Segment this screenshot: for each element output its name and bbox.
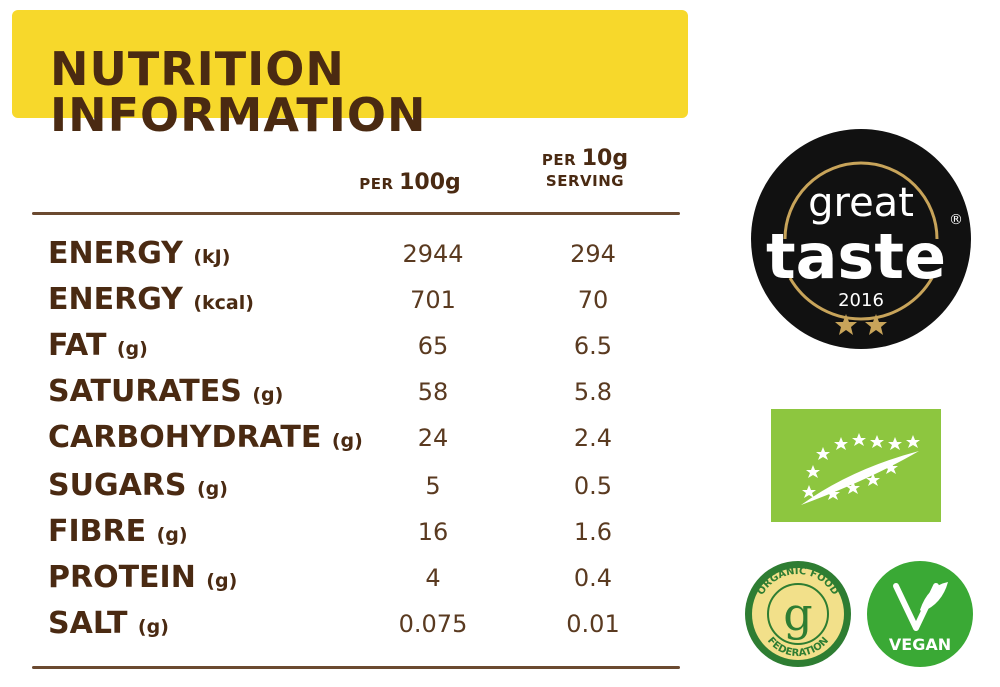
value-per-100g: 701 bbox=[410, 286, 456, 314]
value-per-100g: 65 bbox=[417, 332, 449, 360]
nutrient-name: SATURATES bbox=[48, 374, 242, 409]
per-100g-label: 100g bbox=[399, 170, 461, 195]
value-per-serving: 0.5 bbox=[573, 472, 613, 500]
nutrient-name: SALT bbox=[48, 606, 128, 641]
nutrient-unit: (kcal) bbox=[193, 292, 254, 314]
table-row: ENERGY (kJ) 2944 294 bbox=[48, 236, 668, 280]
value-per-serving: 294 bbox=[570, 240, 616, 268]
taste-text: taste bbox=[766, 220, 946, 293]
nutrient-unit: (g) bbox=[196, 478, 228, 500]
off-letter: g bbox=[783, 587, 812, 641]
value-per-serving: 2.4 bbox=[573, 424, 613, 452]
eu-organic-logo bbox=[771, 409, 941, 522]
value-per-100g: 0.075 bbox=[398, 610, 468, 638]
column-header-per-serving: PER 10g SERVING bbox=[520, 146, 650, 191]
nutrient-name: ENERGY bbox=[48, 282, 183, 317]
nutrient-name: CARBOHYDRATE bbox=[48, 420, 322, 455]
nutrient-name: PROTEIN bbox=[48, 560, 196, 595]
nutrient-unit: (g) bbox=[156, 524, 188, 546]
per-label: PER bbox=[359, 175, 394, 193]
value-per-serving: 6.5 bbox=[573, 332, 613, 360]
title-banner: NUTRITION INFORMATION bbox=[12, 10, 688, 138]
organic-food-federation-seal-icon: ORGANIC FOOD FEDERATION g bbox=[745, 561, 851, 667]
nutrient-name: SUGARS bbox=[48, 468, 187, 503]
page-title: NUTRITION INFORMATION bbox=[50, 42, 427, 142]
great-taste-badge: great taste ® 2016 bbox=[750, 128, 972, 350]
table-row: FIBRE (g) 16 1.6 bbox=[48, 514, 668, 558]
registered-mark: ® bbox=[949, 212, 963, 228]
eu-organic-leaf-icon bbox=[771, 409, 941, 522]
table-row: ENERGY (kcal) 701 70 bbox=[48, 282, 668, 326]
value-per-100g: 24 bbox=[417, 424, 449, 452]
value-per-serving: 5.8 bbox=[573, 378, 613, 406]
nutrient-unit: (kJ) bbox=[193, 246, 231, 268]
stars-icon bbox=[835, 314, 887, 335]
year-text: 2016 bbox=[838, 290, 884, 311]
value-per-serving: 0.01 bbox=[566, 610, 620, 638]
value-per-100g: 16 bbox=[417, 518, 449, 546]
nutrient-unit: (g) bbox=[331, 430, 363, 452]
organic-food-federation-logo: ORGANIC FOOD FEDERATION g bbox=[744, 560, 852, 668]
nutrient-name: FAT bbox=[48, 328, 107, 363]
table-row: FAT (g) 65 6.5 bbox=[48, 328, 668, 372]
column-header-per-100g: PER 100g bbox=[340, 170, 480, 195]
per-10g-label: 10g bbox=[581, 146, 629, 171]
table-row: SUGARS (g) 5 0.5 bbox=[48, 468, 668, 512]
great-taste-seal-icon: great taste ® 2016 bbox=[751, 129, 971, 349]
great-text: great bbox=[808, 180, 914, 226]
vegan-leaf-icon: VEGAN bbox=[867, 561, 973, 667]
nutrient-unit: (g) bbox=[252, 384, 284, 406]
nutrient-unit: (g) bbox=[206, 570, 238, 592]
value-per-serving: 1.6 bbox=[573, 518, 613, 546]
table-row: SATURATES (g) 58 5.8 bbox=[48, 374, 668, 418]
nutrient-unit: (g) bbox=[116, 338, 148, 360]
header-divider bbox=[32, 212, 680, 215]
value-per-serving: 0.4 bbox=[573, 564, 613, 592]
nutrient-name: ENERGY bbox=[48, 236, 183, 271]
footer-divider bbox=[32, 666, 680, 669]
serving-label: SERVING bbox=[545, 172, 625, 191]
value-per-100g: 2944 bbox=[402, 240, 464, 268]
value-per-100g: 58 bbox=[417, 378, 449, 406]
per-label: PER bbox=[541, 151, 577, 169]
vegan-label: VEGAN bbox=[889, 635, 951, 654]
table-row: SALT (g) 0.075 0.01 bbox=[48, 606, 668, 650]
value-per-100g: 5 bbox=[425, 472, 441, 500]
vegan-logo: VEGAN bbox=[866, 560, 974, 668]
value-per-100g: 4 bbox=[425, 564, 441, 592]
nutrient-name: FIBRE bbox=[48, 514, 147, 549]
nutrient-unit: (g) bbox=[137, 616, 169, 638]
table-row: PROTEIN (g) 4 0.4 bbox=[48, 560, 668, 604]
value-per-serving: 70 bbox=[577, 286, 609, 314]
table-row: CARBOHYDRATE (g) 24 2.4 bbox=[48, 420, 668, 464]
